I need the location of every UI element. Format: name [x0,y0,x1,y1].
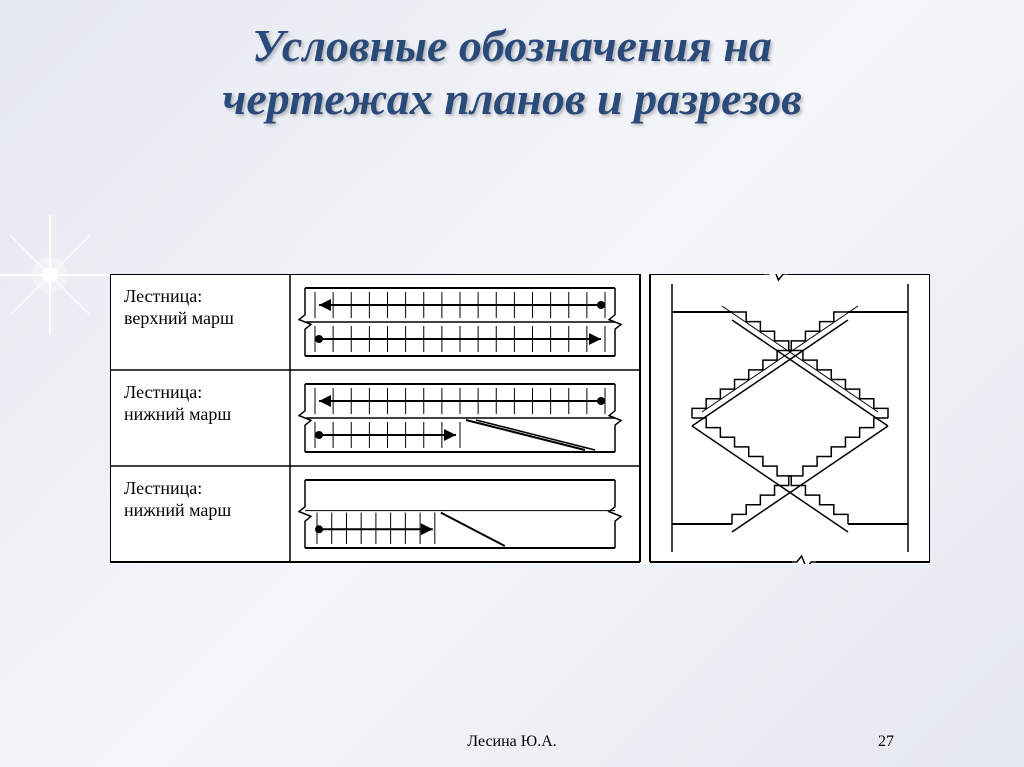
title-line-1: Условные обозначения на [0,20,1024,73]
svg-text:Лестница:: Лестница: [124,286,202,306]
title-line-2: чертежах планов и разрезов [0,73,1024,126]
diagram-container: Лестница:верхний маршЛестница:нижний мар… [110,274,930,564]
svg-text:верхний марш: верхний марш [124,308,234,328]
svg-text:нижний марш: нижний марш [124,404,231,424]
stair-symbols-diagram: Лестница:верхний маршЛестница:нижний мар… [110,274,930,564]
footer-page-number: 27 [878,733,894,751]
page-title: Условные обозначения на чертежах планов … [0,20,1024,126]
svg-text:Лестница:: Лестница: [124,478,202,498]
svg-text:нижний марш: нижний марш [124,500,231,520]
svg-text:Лестница:: Лестница: [124,382,202,402]
footer-author: Лесина Ю.А. [0,733,1024,751]
